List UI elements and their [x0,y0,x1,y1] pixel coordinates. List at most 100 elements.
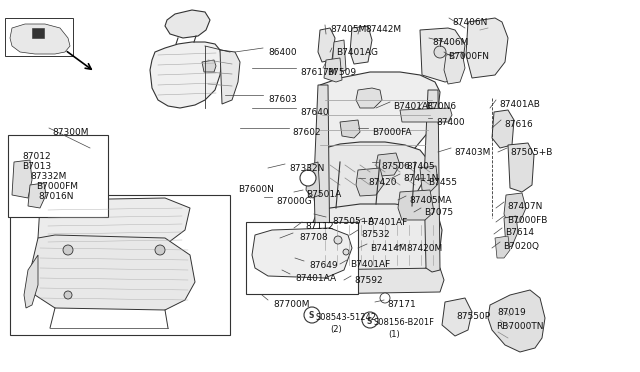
Text: 87617M: 87617M [300,68,337,77]
Circle shape [304,307,320,323]
Circle shape [334,236,342,244]
Text: B7000FM: B7000FM [36,182,78,191]
Text: 87012: 87012 [22,152,51,161]
Text: B7600N: B7600N [238,185,274,194]
Polygon shape [308,204,442,276]
Polygon shape [420,166,438,192]
Text: 87442M: 87442M [365,25,401,34]
Text: B7455: B7455 [428,178,457,187]
Text: 87019: 87019 [497,308,525,317]
Text: 87016N: 87016N [38,192,74,201]
Polygon shape [220,50,240,104]
Text: B7000FN: B7000FN [448,52,489,61]
Circle shape [64,291,72,299]
Bar [10,195,230,335]
Polygon shape [306,268,444,294]
Text: B7020Q: B7020Q [503,242,539,251]
Bar [246,222,358,294]
Text: B7000FB: B7000FB [507,216,547,225]
Polygon shape [488,290,545,352]
Polygon shape [306,162,320,198]
Text: B7509: B7509 [327,68,356,77]
Text: B7013: B7013 [22,162,51,171]
Text: B7414M: B7414M [370,244,406,253]
Polygon shape [318,72,440,162]
Text: B7401AF: B7401AF [367,218,407,227]
Text: S: S [366,317,372,326]
Text: 87708: 87708 [299,233,328,242]
Text: 87592: 87592 [354,276,383,285]
Text: 87411N: 87411N [403,174,438,183]
Polygon shape [400,108,452,122]
Text: 87506: 87506 [381,162,410,171]
Text: S08543-51242: S08543-51242 [316,313,377,322]
Circle shape [380,293,390,303]
Text: B7075: B7075 [424,208,453,217]
Polygon shape [38,198,190,248]
Polygon shape [202,60,216,72]
Text: 87000G: 87000G [276,197,312,206]
Polygon shape [504,216,518,248]
Text: B7501A: B7501A [306,190,341,199]
Text: 87401AB: 87401AB [499,100,540,109]
Polygon shape [350,26,372,64]
Text: 87401AA: 87401AA [295,274,336,283]
Text: S: S [308,311,314,321]
Circle shape [300,170,316,186]
Polygon shape [356,88,382,108]
Polygon shape [332,40,346,72]
Polygon shape [30,235,195,310]
Polygon shape [424,90,440,272]
Text: 87700M: 87700M [273,300,310,309]
Text: 87640: 87640 [300,108,328,117]
Text: 87400: 87400 [436,118,465,127]
Polygon shape [398,190,434,220]
Polygon shape [466,18,508,78]
Polygon shape [318,28,335,62]
Bar [5,18,73,56]
Polygon shape [376,153,400,176]
Text: 87405: 87405 [406,162,435,171]
Polygon shape [252,228,352,278]
Text: 87603: 87603 [268,95,297,104]
Text: 87532: 87532 [361,230,390,239]
Polygon shape [28,183,46,208]
Text: B7614: B7614 [505,228,534,237]
Polygon shape [492,110,514,148]
Circle shape [343,249,349,255]
Polygon shape [324,58,342,82]
Text: (2): (2) [330,325,342,334]
Circle shape [63,245,73,255]
Text: 87403M: 87403M [454,148,490,157]
Text: 87405M: 87405M [330,25,366,34]
Polygon shape [150,42,222,108]
Polygon shape [10,24,70,54]
Text: 87649: 87649 [309,261,338,270]
Polygon shape [508,143,534,192]
Text: RB7000TN: RB7000TN [496,322,543,331]
Circle shape [434,46,446,58]
Text: B7401AF: B7401AF [350,260,390,269]
Text: B70N6: B70N6 [426,102,456,111]
Polygon shape [420,28,465,82]
Text: 87407N: 87407N [507,202,542,211]
Text: 87406N: 87406N [452,18,488,27]
Polygon shape [504,193,526,224]
Polygon shape [442,298,472,336]
Polygon shape [312,142,428,220]
Text: S08156-B201F: S08156-B201F [374,318,435,327]
Polygon shape [340,120,360,138]
Text: 87406M: 87406M [432,38,468,47]
Text: 87505+B: 87505+B [510,148,552,157]
Polygon shape [165,10,210,38]
Polygon shape [24,255,38,308]
Polygon shape [444,52,465,84]
Bar [8,135,108,217]
Polygon shape [12,160,32,198]
Polygon shape [495,236,510,258]
Text: 87171: 87171 [387,300,416,309]
Text: B7401AC: B7401AC [393,102,435,111]
Text: 87550P: 87550P [456,312,490,321]
Text: 87332N: 87332N [289,164,324,173]
Text: (1): (1) [388,330,400,339]
